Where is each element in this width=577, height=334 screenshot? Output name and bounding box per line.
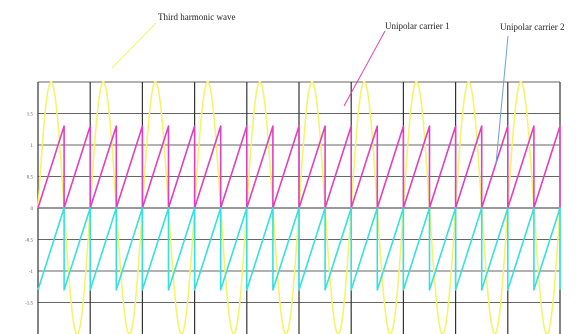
y-tick-label: 1 — [31, 144, 34, 149]
unipolar-carrier-2-label: Unipolar carrier 2 — [500, 22, 564, 32]
series-layer — [37, 81, 561, 334]
carrier-1-leader — [343, 30, 386, 107]
y-tick-label: -1.5 — [25, 302, 33, 307]
series-carrier2-line — [37, 207, 561, 291]
y-tick-label: 1.5 — [27, 113, 34, 118]
third-harmonic-label: Third harmonic wave — [158, 12, 235, 22]
series-carrier1-line — [37, 125, 561, 209]
y-tick-label: -1 — [29, 270, 34, 275]
y-tick-label: 0.5 — [27, 176, 34, 181]
annotation-leaders — [111, 22, 509, 165]
y-tick-labels: 1.5 1 0.5 0 -0.5 -1 -1.5 — [25, 113, 33, 307]
y-tick-label: -0.5 — [25, 239, 33, 244]
third-harmonic-leader — [111, 22, 157, 69]
carrier-2-leader — [495, 35, 509, 165]
y-tick-label: 0 — [31, 207, 34, 212]
unipolar-carrier-1-label: Unipolar carrier 1 — [385, 21, 449, 31]
